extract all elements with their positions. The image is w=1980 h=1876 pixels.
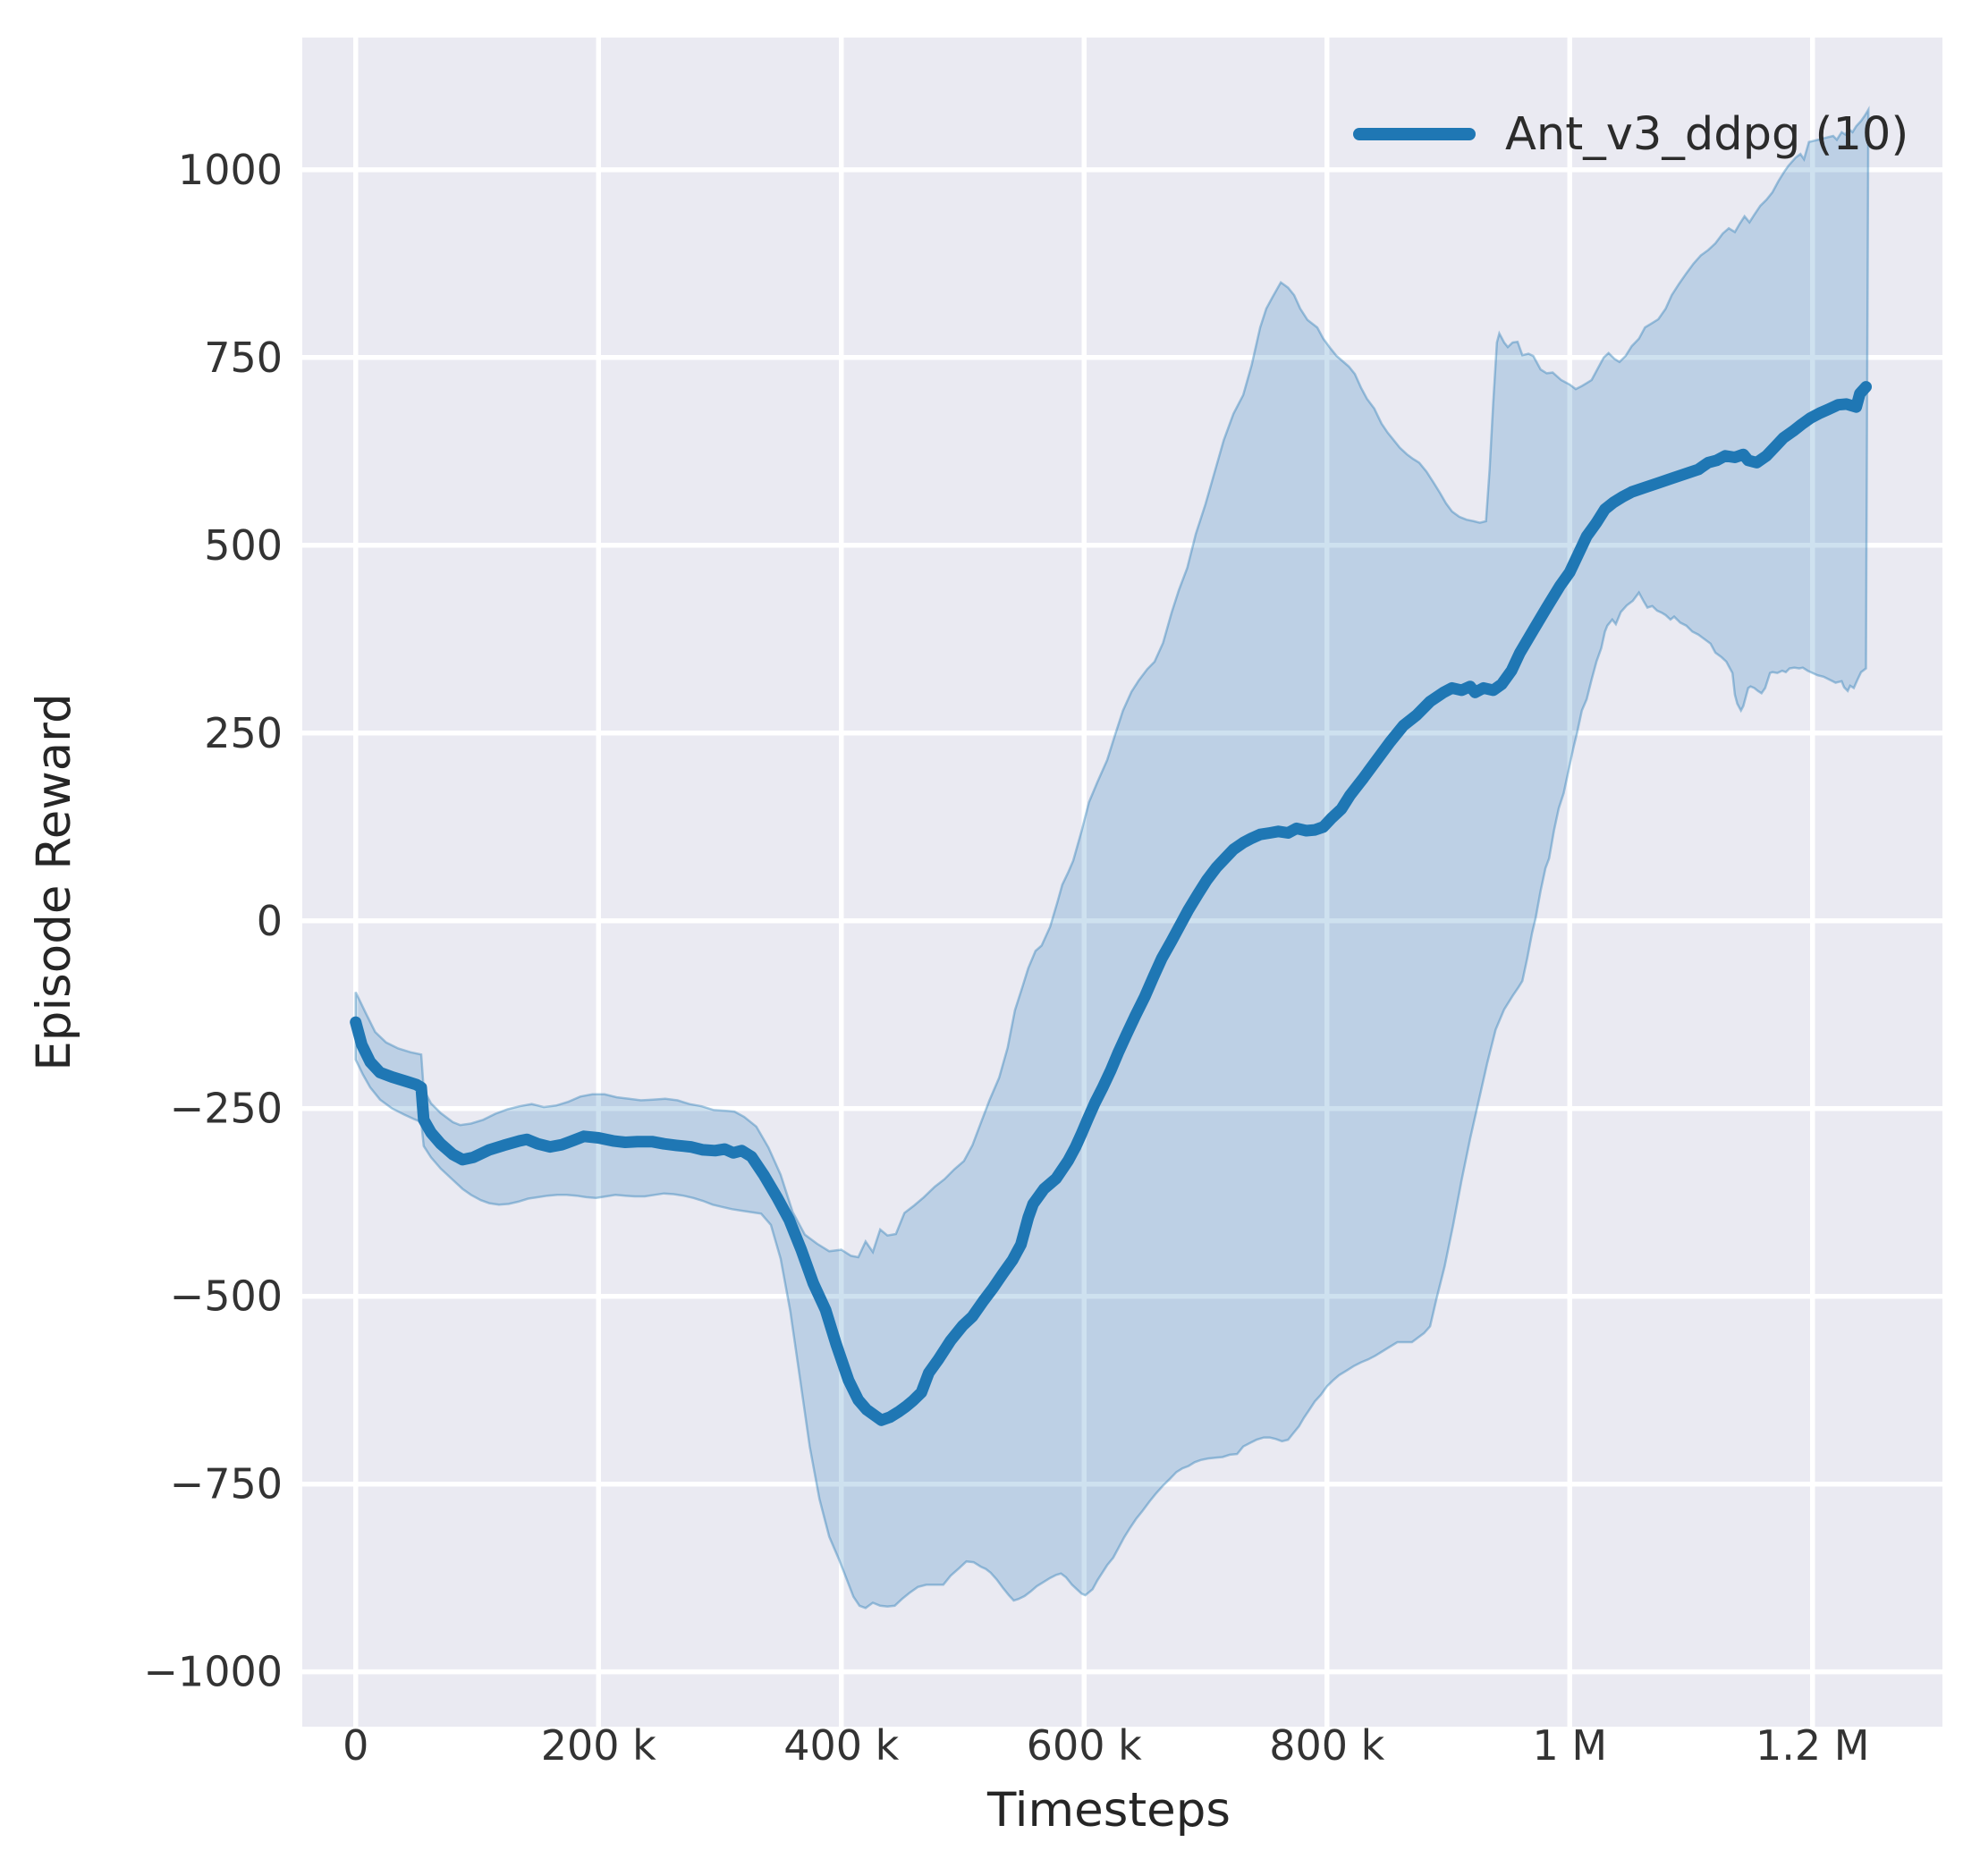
x-tick-label: 200 k: [541, 1721, 656, 1770]
legend-entry-label: Ant_v3_ddpg (10): [1505, 108, 1908, 161]
y-axis-tick-labels: 1000 750 500 250 0 −250 −500 −750 −1000: [143, 146, 283, 1696]
x-axis-label: Timesteps: [986, 1783, 1231, 1838]
y-tick-label: 750: [204, 334, 283, 382]
y-axis-label: Episode Reward: [27, 693, 81, 1070]
y-tick-label: −1000: [143, 1648, 283, 1696]
x-axis-tick-labels: 0 200 k 400 k 600 k 800 k 1 M 1.2 M: [343, 1721, 1869, 1770]
x-tick-label: 1.2 M: [1756, 1721, 1869, 1770]
confidence-band: [354, 106, 1870, 1610]
x-tick-label: 400 k: [783, 1721, 899, 1770]
x-tick-label: 1 M: [1532, 1721, 1607, 1770]
x-tick-label: 0: [343, 1721, 368, 1770]
y-tick-label: −750: [170, 1460, 283, 1508]
y-tick-label: −250: [170, 1085, 283, 1133]
x-tick-label: 800 k: [1269, 1721, 1384, 1770]
y-tick-label: 250: [204, 709, 283, 757]
legend: Ant_v3_ddpg (10): [1353, 108, 1908, 161]
y-tick-label: 1000: [178, 146, 283, 194]
y-tick-label: −500: [170, 1272, 283, 1321]
y-tick-label: 500: [204, 521, 283, 570]
x-tick-label: 600 k: [1027, 1721, 1142, 1770]
y-tick-label: 0: [257, 897, 283, 945]
gridlines: [302, 38, 1942, 1727]
mean-reward-line: [350, 381, 1872, 1426]
plot-background: [302, 38, 1942, 1727]
